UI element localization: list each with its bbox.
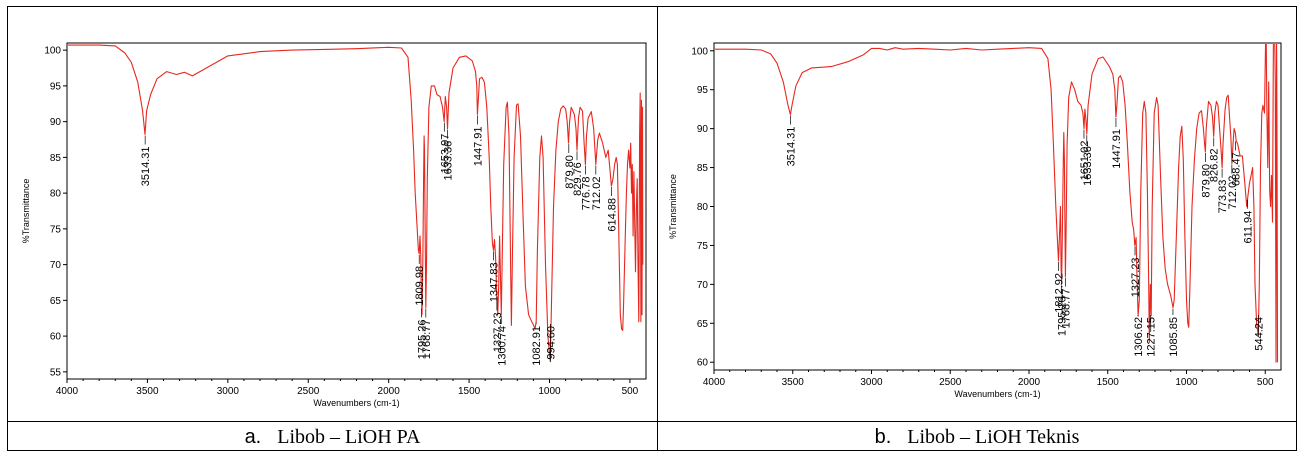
peak-label-b: 688.47 bbox=[1231, 152, 1243, 186]
peak-label-a: 994.60 bbox=[545, 326, 557, 360]
y-tick-label-a: 95 bbox=[50, 81, 62, 92]
x-tick-label-a: 4000 bbox=[56, 386, 79, 397]
y-axis-title-b: %Transmittance bbox=[668, 174, 678, 239]
y-tick-label-b: 75 bbox=[697, 241, 709, 252]
x-tick-label-b: 3000 bbox=[860, 377, 883, 388]
peak-label-a: 1768.77 bbox=[421, 320, 433, 360]
peak-label-b: 1768.77 bbox=[1060, 289, 1072, 329]
peak-label-b: 1633.36 bbox=[1082, 146, 1094, 186]
peak-label-a: 1795.26 bbox=[417, 320, 429, 360]
spectrum-line-b bbox=[715, 44, 1279, 363]
plot-frame-b bbox=[713, 42, 1282, 371]
caption-a-label: Libob – LiOH PA bbox=[277, 426, 421, 448]
y-tick-label-a: 100 bbox=[44, 46, 61, 57]
x-tick-label-b: 500 bbox=[1257, 377, 1274, 388]
x-tick-label-a: 2000 bbox=[378, 386, 401, 397]
caption-a: a. Libob – LiOH PA bbox=[8, 426, 657, 449]
peak-label-a: 1300.74 bbox=[496, 326, 508, 366]
x-tick-label-b: 1000 bbox=[1175, 377, 1198, 388]
peak-label-b: 611.94 bbox=[1243, 211, 1255, 244]
y-tick-label-b: 60 bbox=[697, 358, 709, 369]
peak-label-a: 1633.36 bbox=[443, 141, 455, 181]
ftir-chart-a: 55 60 65 70 75 80 85 90 95 100 4000 3500 3000 2500 200… bbox=[21, 42, 647, 408]
x-tick-label-a: 1500 bbox=[458, 386, 481, 397]
x-tick-label-a: 2500 bbox=[297, 386, 320, 397]
peak-label-b: 1227.15 bbox=[1146, 317, 1158, 357]
y-tick-label-b: 80 bbox=[697, 202, 709, 213]
x-tick-label-b: 2500 bbox=[939, 377, 962, 388]
peak-label-a: 879.80 bbox=[564, 155, 576, 189]
y-tick-label-b: 100 bbox=[691, 46, 708, 57]
peak-label-a: 829.76 bbox=[572, 162, 584, 196]
caption-a-letter: a. bbox=[244, 426, 262, 448]
peak-label-b: 1306.62 bbox=[1133, 317, 1145, 357]
peak-label-b: 773.83 bbox=[1217, 180, 1229, 214]
y-tick-label-a: 80 bbox=[50, 189, 62, 200]
x-tick-label-a: 500 bbox=[622, 386, 639, 397]
peak-label-b: 826.82 bbox=[1209, 148, 1221, 182]
peak-label-a: 1447.91 bbox=[472, 126, 484, 166]
chart-cell-b: 60 65 70 75 80 85 90 95 100 4000 3500 3000 2500 2000 1… bbox=[658, 7, 1296, 422]
peak-label-b: 3514.31 bbox=[786, 127, 798, 167]
caption-b: b. Libob – LiOH Teknis bbox=[658, 426, 1296, 449]
peak-label-a: 614.88 bbox=[606, 198, 618, 232]
figure-table: 55 60 65 70 75 80 85 90 95 100 4000 3500 3000 2500 200… bbox=[7, 6, 1297, 451]
peak-label-b: 1447.91 bbox=[1111, 129, 1123, 169]
peak-label-b: 1651.02 bbox=[1079, 141, 1091, 181]
ftir-chart-b: 60 65 70 75 80 85 90 95 100 4000 3500 3000 2500 2000 1… bbox=[668, 42, 1282, 399]
peak-label-b: 1812.92 bbox=[1053, 273, 1065, 313]
peak-label-a: 1347.83 bbox=[489, 262, 501, 302]
y-tick-label-a: 60 bbox=[50, 332, 62, 343]
peak-label-a: 1809.98 bbox=[414, 266, 426, 306]
chart-cell-a: 55 60 65 70 75 80 85 90 95 100 4000 3500 3000 2500 200… bbox=[8, 7, 658, 422]
peak-label-b: 879.80 bbox=[1200, 164, 1212, 198]
peak-label-b: 1327.23 bbox=[1130, 257, 1142, 297]
peak-label-b: 712.02 bbox=[1227, 176, 1239, 210]
x-tick-label-b: 4000 bbox=[703, 377, 726, 388]
y-tick-label-a: 55 bbox=[50, 367, 62, 378]
x-tick-label-a: 3000 bbox=[217, 386, 240, 397]
y-tick-label-b: 90 bbox=[697, 124, 709, 135]
plot-frame-a bbox=[66, 42, 647, 380]
y-tick-label-a: 85 bbox=[50, 153, 62, 164]
x-axis-title-a: Wavenumbers (cm-1) bbox=[313, 398, 399, 408]
y-axis-title-a: %Transmittance bbox=[21, 179, 31, 244]
y-tick-label-b: 95 bbox=[697, 85, 709, 96]
peak-label-b: 1795.26 bbox=[1056, 296, 1068, 336]
y-tick-label-a: 70 bbox=[50, 260, 62, 271]
peak-label-a: 776.78 bbox=[580, 177, 592, 211]
y-tick-label-b: 85 bbox=[697, 163, 709, 174]
y-tick-label-a: 90 bbox=[50, 117, 62, 128]
peak-label-a: 3514.31 bbox=[140, 147, 152, 187]
x-tick-label-b: 2000 bbox=[1018, 377, 1041, 388]
y-tick-label-a: 65 bbox=[50, 296, 62, 307]
x-tick-label-b: 3500 bbox=[782, 377, 805, 388]
peak-label-a: 712.02 bbox=[591, 177, 603, 211]
spectrum-line-a bbox=[68, 44, 644, 362]
y-tick-label-b: 65 bbox=[697, 319, 709, 330]
x-axis-title-b: Wavenumbers (cm-1) bbox=[954, 389, 1040, 399]
y-tick-label-b: 70 bbox=[697, 280, 709, 291]
caption-b-letter: b. bbox=[874, 426, 892, 448]
x-tick-label-a: 1000 bbox=[538, 386, 561, 397]
caption-cell-b: b. Libob – LiOH Teknis bbox=[658, 422, 1296, 450]
x-tick-label-a: 3500 bbox=[136, 386, 159, 397]
y-tick-label-a: 75 bbox=[50, 224, 62, 235]
x-tick-label-b: 1500 bbox=[1097, 377, 1120, 388]
caption-b-label: Libob – LiOH Teknis bbox=[907, 426, 1080, 448]
peak-label-b: 1085.85 bbox=[1168, 317, 1180, 357]
caption-cell-a: a. Libob – LiOH PA bbox=[8, 422, 658, 450]
peak-label-a: 1653.97 bbox=[439, 134, 451, 174]
peak-label-a: 1082.91 bbox=[531, 326, 543, 366]
peak-label-b: 544.24 bbox=[1253, 317, 1265, 351]
